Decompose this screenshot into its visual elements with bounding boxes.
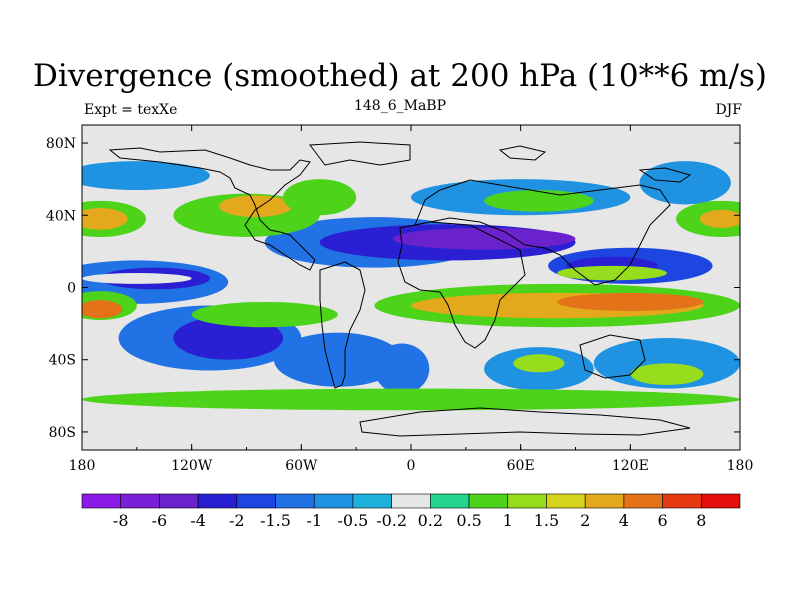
contour-region — [173, 316, 284, 360]
y-tick-label: 80N — [46, 136, 76, 152]
x-tick-label: 60W — [285, 458, 318, 474]
colorbar-swatch — [662, 493, 702, 509]
colorbar-label: 8 — [696, 511, 706, 530]
colorbar-swatch — [236, 493, 276, 509]
contour-region — [191, 301, 338, 328]
contour-region — [273, 332, 402, 387]
x-tick-label: 120W — [171, 458, 213, 474]
colorbar-swatch — [313, 493, 354, 509]
season-label: DJF — [715, 102, 742, 118]
coastline — [579, 334, 646, 379]
x-tick-label: 120E — [612, 458, 649, 474]
contour-region — [82, 300, 123, 319]
coastline — [108, 147, 316, 271]
colorbar-swatch — [120, 493, 160, 509]
colorbar-swatch — [507, 493, 547, 509]
contour-region — [392, 227, 576, 250]
contour-region — [630, 363, 704, 385]
colorbar-label: -2 — [229, 511, 245, 530]
coastline — [498, 145, 547, 161]
y-tick-label: 80S — [49, 425, 76, 441]
contour-region — [374, 343, 430, 395]
coastline — [638, 167, 692, 183]
colorbar-swatch — [81, 493, 122, 509]
colorbar-label: -1.5 — [260, 511, 291, 530]
colorbar-label: 1 — [503, 511, 513, 530]
x-tick-label: 60E — [507, 458, 535, 474]
coastline — [359, 407, 691, 437]
colorbar-label: -1 — [306, 511, 322, 530]
colorbar-swatch — [468, 493, 509, 509]
contour-region — [283, 179, 357, 216]
axes: 180 120W 60W 0 60E 120E 180 80N 40N 0 40S 80S — [46, 125, 753, 474]
coastline — [319, 261, 366, 389]
contour-region — [82, 273, 192, 284]
x-tick-label: 180 — [69, 458, 96, 474]
contour-region — [699, 209, 740, 228]
x-tick-label: 0 — [407, 458, 416, 474]
coastline — [397, 221, 526, 349]
colorbar-swatch — [430, 493, 470, 509]
colorbar-label: 4 — [619, 511, 629, 530]
coastline — [309, 141, 411, 166]
contour-region — [484, 190, 594, 212]
colorbar-label: 1.5 — [534, 511, 559, 530]
colorbar-label: -0.2 — [376, 511, 407, 530]
contour-region — [82, 388, 740, 411]
x-tick-label: 180 — [727, 458, 754, 474]
colorbar-label: 6 — [657, 511, 667, 530]
colorbar-label: 0.2 — [418, 511, 443, 530]
contour-region — [513, 354, 565, 373]
contour-region — [639, 161, 731, 205]
colorbar-swatch — [584, 493, 625, 509]
y-tick-label: 40S — [49, 353, 76, 369]
colorbar-swatch — [159, 493, 199, 509]
coastline — [414, 179, 671, 286]
y-tick-label: 40N — [46, 208, 76, 224]
y-tick-label: 0 — [67, 281, 76, 297]
colorbar-swatch — [197, 493, 238, 509]
colorbar-swatch — [352, 493, 392, 509]
colorbar-swatch — [275, 493, 315, 509]
colorbar: -8 -6 -4 -2 -1.5 -1 -0.5 -0.2 0.2 0.5 1 1.5 2 4 6 8 — [81, 493, 741, 530]
colorbar-label: 2 — [580, 511, 590, 530]
experiment-label: Expt = texXe — [84, 102, 178, 118]
colorbar-label: -8 — [113, 511, 129, 530]
colorbar-swatch — [623, 493, 663, 509]
colorbar-swatch — [546, 493, 586, 509]
colorbar-label: 0.5 — [456, 511, 481, 530]
colorbar-swatch — [391, 493, 431, 509]
colorbar-label: -6 — [152, 511, 168, 530]
chart-title: Divergence (smoothed) at 200 hPa (10**6 … — [33, 58, 767, 94]
colorbar-label: -4 — [190, 511, 206, 530]
contour-region — [557, 292, 704, 311]
colorbar-swatch — [700, 493, 741, 509]
case-label: 148_6_MaBP — [353, 98, 447, 114]
contour-region — [82, 161, 210, 190]
colorbar-label: -0.5 — [338, 511, 369, 530]
contour-region — [82, 208, 128, 230]
coastline-layer — [108, 141, 692, 437]
